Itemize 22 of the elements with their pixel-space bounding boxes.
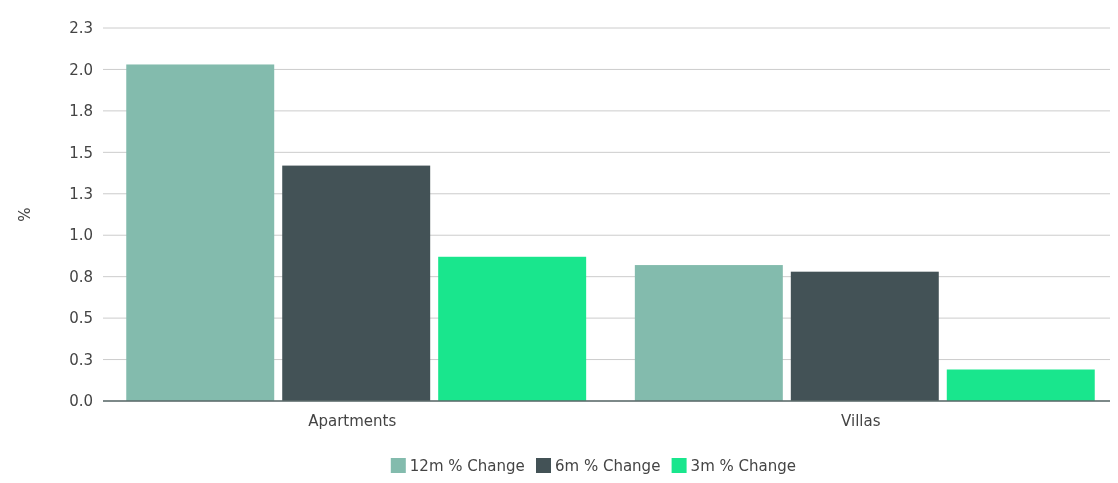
bar [946, 369, 1095, 401]
y-axis-title: % [16, 207, 34, 222]
y-tick-label: 1.3 [69, 185, 93, 204]
bar [282, 165, 431, 401]
bar [790, 271, 939, 401]
x-tick-label: Apartments [308, 412, 397, 430]
y-tick-label: 1.8 [69, 102, 93, 121]
x-tick-label: Villas [841, 412, 881, 430]
y-tick-label: 0.3 [69, 350, 93, 369]
legend-label: 12m % Change [409, 457, 525, 475]
bar [438, 256, 587, 401]
y-tick-label: 1.5 [69, 143, 93, 162]
legend-label: 3m % Change [690, 457, 796, 475]
y-tick-label: 0.5 [69, 309, 93, 328]
y-tick-label: 2.3 [69, 19, 93, 38]
bar [126, 64, 275, 401]
y-tick-label: 1.0 [69, 226, 93, 245]
y-tick-label: 2.0 [69, 60, 93, 79]
y-tick-label: 0.8 [69, 267, 93, 286]
legend-label: 6m % Change [555, 457, 661, 475]
y-tick-label: 0.0 [69, 392, 93, 411]
bar [634, 265, 783, 401]
